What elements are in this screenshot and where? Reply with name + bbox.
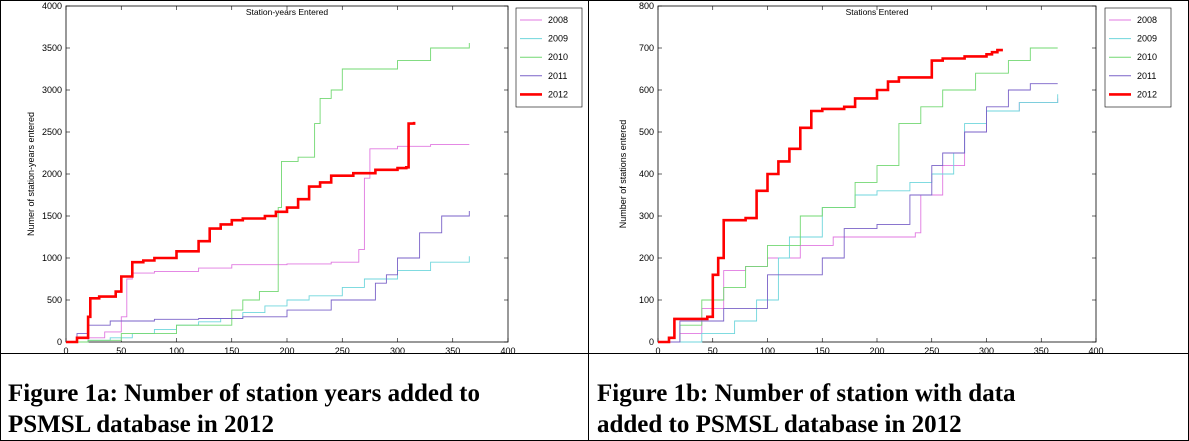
y-tick-label: 2500 — [42, 127, 62, 137]
caption-left-line-1: Figure 1a: Number of station years added… — [8, 380, 480, 407]
y-tick-label: 500 — [639, 127, 654, 137]
y-tick-label: 600 — [639, 85, 654, 95]
y-tick-label: 200 — [639, 253, 654, 263]
y-tick-label: 500 — [47, 295, 62, 305]
y-tick-label: 700 — [639, 43, 654, 53]
x-tick-label: 300 — [390, 346, 405, 353]
y-tick-label: 0 — [57, 337, 62, 347]
x-tick-label: 0 — [655, 346, 660, 353]
caption-right-line-1: Figure 1b: Number of station with data — [597, 380, 1016, 407]
series-line-2010 — [658, 47, 1058, 343]
legend-label-2009: 2009 — [1137, 34, 1157, 44]
caption-left: Figure 1a: Number of station years added… — [8, 378, 583, 440]
chart-title: Stations Entered — [846, 7, 909, 17]
caption-left-line-2: PSMSL database in 2012 — [8, 411, 275, 438]
x-tick-label: 150 — [815, 346, 830, 353]
x-tick-label: 400 — [500, 346, 515, 353]
caption-right: Figure 1b: Number of station with data a… — [597, 378, 1182, 440]
x-tick-label: 200 — [279, 346, 294, 353]
x-tick-label: 50 — [708, 346, 718, 353]
y-tick-label: 800 — [639, 1, 654, 11]
series-line-2011 — [658, 83, 1058, 343]
legend-label-2012: 2012 — [548, 89, 568, 99]
x-tick-label: 300 — [979, 346, 994, 353]
x-tick-label: 350 — [445, 346, 460, 353]
y-tick-label: 0 — [649, 337, 654, 347]
y-axis-label: Numer of station-years entered — [26, 112, 36, 236]
x-tick-label: 150 — [224, 346, 239, 353]
chart-stations: 0 50 100 150 200 250 300 350 400 0 100 200 300 400 500… — [618, 1, 1172, 353]
legend-label-2011: 2011 — [548, 71, 567, 81]
legend-label-2012: 2012 — [1137, 89, 1157, 99]
x-tick-label: 350 — [1034, 346, 1049, 353]
y-tick-label: 2000 — [42, 169, 62, 179]
plot-area — [65, 5, 509, 343]
x-tick-label: 400 — [1088, 346, 1103, 353]
border-center — [588, 0, 589, 441]
border-top — [0, 0, 1189, 1]
y-tick-label: 4000 — [42, 1, 62, 11]
x-tick-label: 0 — [63, 346, 68, 353]
series-line-2012 — [658, 48, 1003, 344]
x-tick-label: 50 — [116, 346, 126, 353]
x-tick-label: 100 — [760, 346, 775, 353]
y-tick-label: 400 — [639, 169, 654, 179]
y-axis-label: Number of stations entered — [618, 120, 628, 229]
y-tick-label: 300 — [639, 211, 654, 221]
legend: 2008 2009 2010 2011 2012 — [1104, 7, 1172, 108]
x-tick-label: 100 — [169, 346, 184, 353]
y-tick-label: 1500 — [42, 211, 62, 221]
border-left — [0, 0, 1, 441]
y-tick-label: 1000 — [42, 253, 62, 263]
legend: 2008 2009 2010 2011 2012 — [515, 7, 583, 108]
series-line-2010 — [66, 43, 470, 343]
x-tick-label: 250 — [924, 346, 939, 353]
y-tick-label: 3500 — [42, 43, 62, 53]
x-tick-label: 250 — [335, 346, 350, 353]
x-tick-label: 200 — [869, 346, 884, 353]
legend-label-2008: 2008 — [548, 15, 568, 25]
legend-label-2010: 2010 — [1137, 52, 1157, 62]
caption-right-line-2: added to PSMSL database in 2012 — [597, 411, 962, 438]
y-tick-label: 100 — [639, 295, 654, 305]
chart-station-years: 0 50 100 150 200 250 300 350 4000500100015002000… — [26, 1, 583, 353]
legend-label-2011: 2011 — [1137, 71, 1156, 81]
y-tick-label: 3000 — [42, 85, 62, 95]
border-mid — [0, 353, 1189, 354]
chart-title: Station-years Entered — [246, 7, 328, 17]
series-line-2012 — [66, 121, 416, 344]
legend-label-2009: 2009 — [548, 34, 568, 44]
series-line-2008 — [66, 144, 470, 343]
legend-label-2008: 2008 — [1137, 15, 1157, 25]
legend-label-2010: 2010 — [548, 52, 568, 62]
series-line-2011 — [66, 211, 470, 343]
